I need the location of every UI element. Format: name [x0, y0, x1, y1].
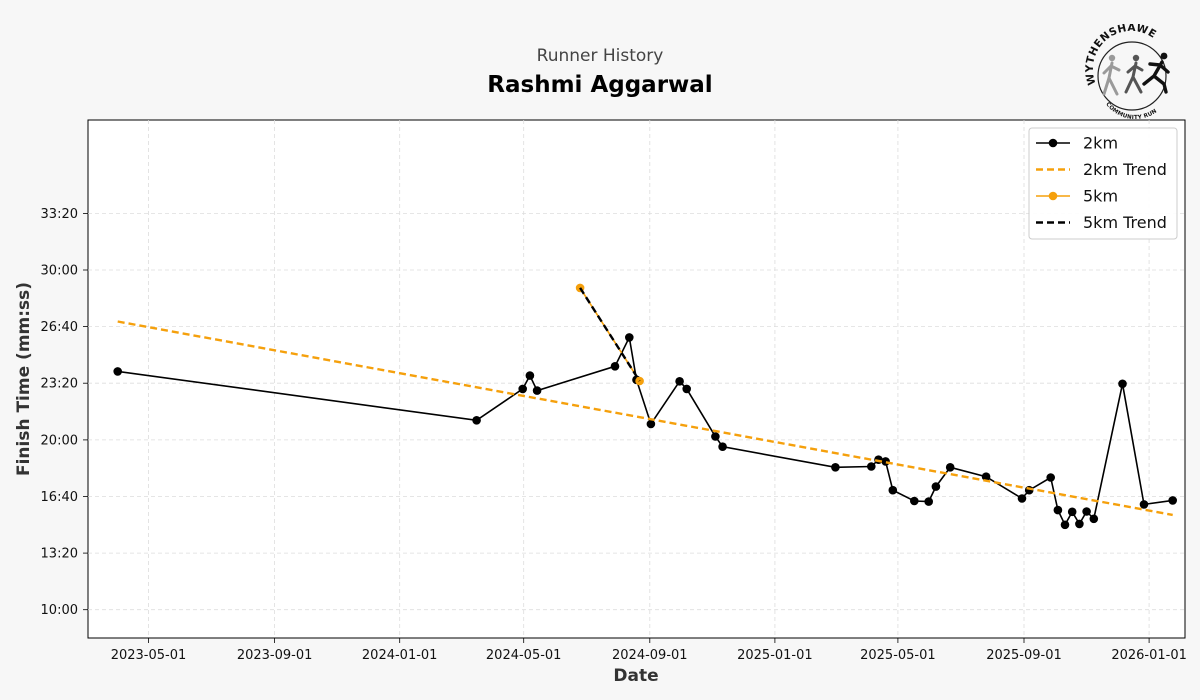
legend: 2km 2km Trend 5km 5km Trend	[1028, 127, 1178, 240]
legend-item: 5km Trend	[1036, 213, 1167, 232]
legend-marker	[1048, 191, 1058, 201]
2km-point	[532, 386, 542, 395]
y-tick-label: 26:40	[41, 320, 78, 335]
2km-point	[945, 463, 955, 472]
legend-label: 2km Trend	[1083, 160, 1167, 179]
x-tick-label: 2024-01-01	[362, 648, 438, 663]
legend-marker	[1048, 138, 1058, 148]
chart-subtitle: Runner History	[536, 46, 664, 66]
2km-point	[1139, 500, 1149, 509]
y-tick-label: 10:00	[41, 603, 78, 618]
y-axis: 10:00 13:20 16:40 20:00 23:20 26:40 30:00 33:20	[41, 207, 88, 618]
2km-point	[113, 367, 122, 376]
2km-point	[472, 416, 481, 425]
2km-point	[831, 463, 840, 472]
x-axis: 2023-05-01 2023-09-01 2024-01-01 2024-05-01…	[111, 638, 1187, 663]
y-tick-label: 30:00	[41, 264, 78, 279]
2km-point	[1067, 507, 1077, 517]
legend-label: 2km	[1083, 134, 1118, 153]
runner-light-icon	[1102, 54, 1121, 96]
runner-mid-icon	[1124, 54, 1144, 94]
2km-point	[1168, 496, 1177, 505]
x-tick-label: 2023-09-01	[237, 648, 313, 663]
x-tick-label: 2024-09-01	[612, 648, 688, 663]
2km-point	[1053, 505, 1063, 515]
2km-point	[881, 457, 890, 466]
x-tick-label: 2024-05-01	[486, 648, 562, 663]
2km-point	[682, 384, 691, 394]
y-tick-label: 20:00	[41, 433, 78, 448]
series-5km-trend	[579, 287, 641, 382]
2km-point	[711, 432, 720, 441]
y-axis-label: Finish Time (mm:ss)	[14, 282, 34, 476]
2km-point	[888, 485, 898, 495]
2km-point	[910, 496, 919, 506]
runner-dark-icon	[1142, 52, 1170, 94]
2km-point	[525, 371, 535, 380]
2km-point	[1060, 520, 1070, 530]
y-tick-label: 13:20	[41, 547, 78, 562]
y-tick-label: 33:20	[41, 207, 78, 222]
logo-ring	[1097, 41, 1167, 111]
2km-point	[1017, 494, 1027, 503]
2km-point	[981, 472, 991, 482]
wythenshawe-logo: WYTHENSHAWE COMMUNITY RUN	[1084, 24, 1170, 120]
2km-point	[518, 384, 527, 394]
2km-trend-line	[117, 320, 1173, 517]
2km-point	[625, 333, 634, 342]
legend-item: 2km Trend	[1036, 160, 1167, 179]
2km-point	[646, 419, 656, 429]
5km-trend-line	[579, 287, 641, 382]
2km-point	[924, 497, 933, 506]
legend-box	[1028, 127, 1178, 240]
2km-point	[1089, 514, 1099, 524]
legend-item: 5km	[1036, 187, 1118, 206]
2km-point	[867, 462, 876, 471]
x-tick-label: 2025-09-01	[986, 648, 1062, 663]
chart-title: Rashmi Aggarwal	[487, 72, 713, 98]
data-series	[113, 283, 1177, 530]
legend-label: 5km	[1083, 187, 1118, 206]
2km-point	[675, 377, 684, 386]
x-tick-label: 2023-05-01	[111, 648, 187, 663]
legend-item: 2km	[1036, 134, 1118, 153]
y-tick-label: 23:20	[41, 377, 78, 392]
y-tick-label: 16:40	[41, 490, 78, 505]
legend-label: 5km Trend	[1083, 213, 1167, 232]
grid-lines	[88, 120, 1185, 638]
2km-point	[931, 482, 941, 491]
2km-point	[1075, 519, 1084, 529]
x-tick-label: 2025-01-01	[737, 648, 813, 663]
2km-point	[1118, 379, 1127, 389]
x-tick-label: 2025-05-01	[860, 648, 936, 663]
2km-point	[610, 362, 620, 371]
series-2km	[113, 333, 1177, 530]
x-axis-label: Date	[613, 666, 658, 686]
2km-point	[1082, 507, 1091, 516]
2km-point	[718, 442, 727, 452]
x-tick-label: 2026-01-01	[1111, 648, 1187, 663]
2km-point	[1046, 473, 1055, 482]
series-2km-trend	[117, 320, 1173, 517]
